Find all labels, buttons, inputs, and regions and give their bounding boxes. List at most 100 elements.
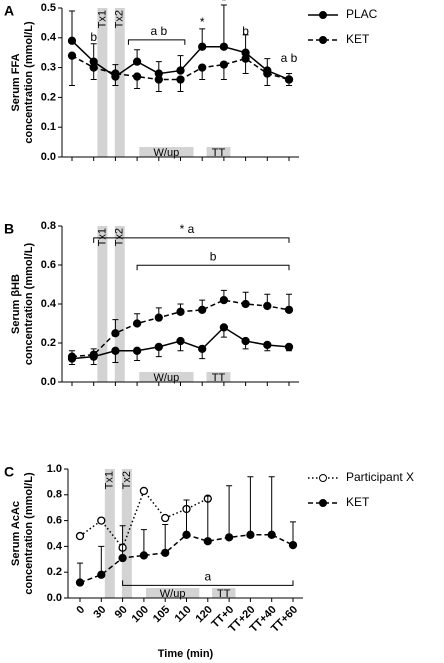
marker — [132, 319, 142, 328]
x-tick-label: 110 — [173, 604, 194, 625]
annotation: b — [90, 30, 97, 44]
marker — [89, 350, 98, 359]
legend-marker — [319, 36, 327, 44]
marker — [182, 530, 191, 539]
treatment-band — [114, 8, 125, 157]
error-bar — [220, 4, 227, 47]
x-tick-label: 100 — [130, 604, 151, 625]
marker — [111, 329, 120, 338]
treatment-band — [97, 8, 108, 157]
marker — [75, 578, 85, 587]
marker — [241, 54, 250, 63]
significance-bracket — [136, 264, 290, 271]
marker — [111, 346, 120, 355]
error-bar — [268, 476, 275, 535]
legend-marker — [319, 11, 327, 19]
y-axis-label: Serum AcAc — [10, 501, 22, 566]
x-tick-label: 90 — [113, 604, 130, 621]
legend-label: KET — [346, 32, 370, 46]
marker — [198, 305, 207, 315]
marker — [176, 66, 185, 75]
y-axis-label: concentration (mmol/L) — [23, 21, 35, 144]
annotation: * a — [180, 222, 195, 236]
marker — [246, 530, 255, 539]
y-axis-label: concentration (mmol/L) — [23, 472, 35, 595]
marker — [139, 551, 149, 560]
legend-label: PLAC — [346, 7, 378, 21]
phase-label: TT — [217, 588, 231, 600]
y-tick-label: 0.0 — [41, 151, 56, 163]
marker — [219, 295, 229, 305]
y-tick-label: 0.4 — [47, 540, 63, 552]
marker — [154, 313, 163, 322]
phase-label: TT — [212, 372, 226, 384]
phase-label: Tx2 — [121, 471, 133, 489]
marker — [284, 305, 294, 315]
significance-bracket — [93, 237, 290, 243]
y-axis-label: Serum βHB — [10, 274, 22, 334]
phase-label: W/up — [154, 372, 180, 384]
marker — [263, 69, 272, 78]
phase-band — [139, 147, 194, 157]
phase-label: TT — [212, 147, 226, 159]
marker — [224, 533, 234, 542]
annotation: a b — [281, 51, 298, 65]
marker — [132, 57, 142, 66]
y-tick-label: 0.5 — [41, 2, 56, 14]
error-bar — [162, 523, 169, 553]
y-axis-label: concentration (mmol/L) — [23, 243, 35, 366]
marker — [284, 342, 294, 352]
marker — [267, 530, 276, 539]
marker — [219, 42, 229, 51]
significance-bracket — [122, 580, 294, 586]
marker — [176, 75, 185, 84]
marker — [132, 346, 142, 355]
x-tick-label: 105 — [151, 604, 172, 625]
marker — [161, 548, 170, 557]
phase-label: W/up — [154, 147, 180, 159]
legend-label: KET — [346, 495, 370, 509]
marker — [198, 63, 207, 72]
x-axis-label: Time (min) — [158, 648, 214, 660]
marker — [263, 301, 272, 311]
legend-label: Participant X — [346, 470, 414, 484]
phase-label: Tx2 — [114, 228, 126, 246]
phase-band — [212, 588, 236, 598]
phase-band — [139, 372, 194, 382]
marker — [97, 516, 106, 525]
phase-band — [206, 147, 231, 157]
marker — [154, 75, 163, 84]
treatment-band — [104, 469, 115, 598]
y-tick-label: 0.2 — [41, 337, 56, 349]
marker — [284, 75, 294, 84]
marker — [198, 42, 207, 51]
y-tick-label: 0.4 — [41, 32, 57, 44]
phase-label: Tx1 — [96, 10, 108, 28]
y-tick-label: 0.0 — [47, 592, 62, 604]
significance-bracket — [127, 39, 186, 45]
marker — [67, 352, 77, 361]
treatment-band — [97, 226, 108, 382]
y-tick-label: 0.1 — [41, 121, 56, 133]
annotation: a — [204, 570, 211, 584]
marker — [161, 513, 170, 523]
y-tick-label: 0.2 — [47, 566, 62, 578]
treatment-band — [121, 469, 132, 598]
annotation: b — [242, 24, 249, 38]
marker — [203, 537, 212, 546]
panel-letter: A — [4, 3, 14, 19]
phase-label: Tx1 — [96, 228, 108, 246]
treatment-band — [114, 226, 125, 382]
marker — [176, 307, 185, 316]
legend-marker — [319, 474, 327, 482]
marker — [241, 336, 250, 346]
marker — [75, 531, 85, 541]
marker — [139, 486, 149, 496]
y-tick-label: 0.3 — [41, 62, 56, 74]
marker — [118, 553, 127, 563]
marker — [176, 336, 185, 346]
error-bar — [119, 525, 126, 559]
marker — [263, 340, 272, 350]
phase-label: Tx2 — [114, 10, 126, 28]
